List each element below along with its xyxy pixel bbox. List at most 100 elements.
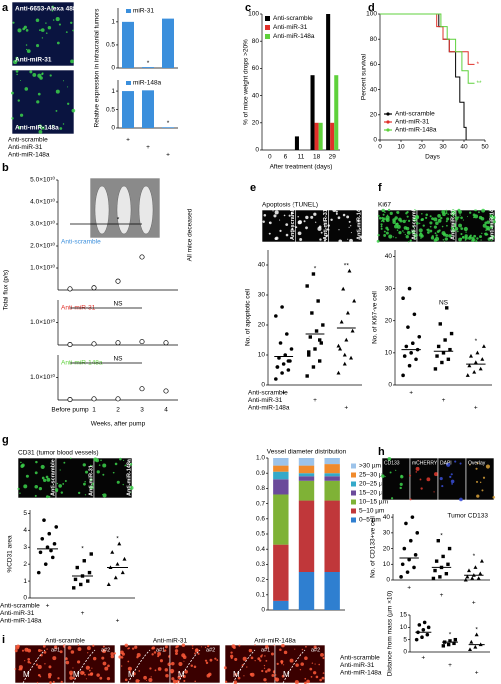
data-point bbox=[417, 623, 422, 627]
sublabel: a#1 bbox=[156, 647, 165, 653]
micrograph-speck bbox=[459, 497, 463, 502]
micrograph-speck bbox=[399, 486, 402, 490]
micrograph-speck bbox=[136, 656, 139, 659]
micrograph-speck bbox=[124, 643, 129, 648]
micrograph-speck bbox=[461, 236, 465, 239]
legend-marker bbox=[386, 112, 390, 116]
condition-label: Anti-miR-31 bbox=[340, 662, 375, 669]
micrograph-speck bbox=[445, 212, 448, 215]
micrograph-speck bbox=[214, 657, 217, 660]
micrograph-speck bbox=[377, 233, 380, 237]
micrograph-speck bbox=[442, 238, 445, 241]
micrograph-speck bbox=[39, 76, 43, 80]
micrograph-speck bbox=[194, 680, 196, 683]
micrograph-speck bbox=[489, 214, 494, 219]
significance: * bbox=[116, 536, 119, 543]
micrograph-speck bbox=[29, 662, 32, 664]
data-point bbox=[106, 582, 111, 586]
micrograph-speck bbox=[72, 667, 74, 669]
micrograph-speck bbox=[183, 660, 185, 662]
data-point bbox=[474, 632, 479, 637]
micrograph-speck bbox=[420, 487, 423, 490]
x-tick-label: 11 bbox=[298, 154, 305, 161]
legend-swatch bbox=[351, 499, 356, 505]
x-tick-label: 50 bbox=[481, 144, 489, 151]
bar-segment bbox=[324, 500, 340, 572]
micrograph-speck bbox=[38, 487, 43, 491]
y-tick-label: 0 bbox=[261, 382, 265, 389]
mass-label: M bbox=[233, 670, 240, 679]
bar-segment bbox=[273, 544, 289, 601]
bar bbox=[142, 90, 154, 128]
micrograph-speck bbox=[435, 234, 438, 237]
y-tick-label: 3.0×10¹⁰ bbox=[30, 220, 55, 228]
data-point bbox=[139, 254, 145, 260]
x-tick-label: 1 bbox=[92, 407, 96, 414]
micrograph-speck bbox=[65, 660, 70, 665]
micrograph-speck bbox=[69, 673, 73, 676]
data-point bbox=[307, 350, 311, 354]
micrograph-speck bbox=[268, 221, 270, 224]
data-point bbox=[75, 565, 79, 570]
condition-mark: + bbox=[448, 662, 452, 669]
data-point bbox=[286, 368, 291, 372]
micrograph-speck bbox=[241, 664, 244, 667]
micrograph-speck bbox=[34, 494, 37, 497]
micrograph-speck bbox=[17, 99, 20, 102]
y-tick-label: 30 bbox=[258, 292, 266, 299]
micrograph-speck bbox=[293, 225, 295, 228]
micrograph-speck bbox=[19, 80, 21, 82]
micrograph-speck bbox=[485, 464, 490, 469]
micrograph-speck bbox=[129, 462, 133, 466]
micrograph-speck bbox=[170, 671, 174, 674]
micrograph-speck bbox=[104, 666, 109, 671]
micrograph-speck bbox=[150, 676, 152, 678]
data-point bbox=[281, 362, 286, 366]
micrograph-speck bbox=[23, 484, 28, 489]
micrograph-speck bbox=[36, 681, 39, 684]
micrograph-speck bbox=[120, 665, 123, 667]
micrograph-speck bbox=[34, 471, 38, 475]
micrograph-speck bbox=[403, 226, 408, 230]
micrograph-speck bbox=[163, 649, 167, 652]
y-tick-label: 20 bbox=[370, 112, 378, 119]
micrograph-speck bbox=[459, 214, 461, 216]
micrograph-speck bbox=[69, 457, 72, 460]
micrograph-speck bbox=[338, 239, 343, 244]
micrograph-speck bbox=[402, 219, 406, 224]
data-point bbox=[91, 341, 97, 347]
micrograph-speck bbox=[48, 665, 52, 669]
micrograph-speck bbox=[23, 25, 27, 29]
y-tick-label: 0 bbox=[386, 577, 390, 584]
micrograph-speck bbox=[271, 674, 275, 677]
image-label: Overlay bbox=[468, 460, 486, 466]
micrograph-speck bbox=[486, 227, 490, 231]
data-point bbox=[473, 644, 478, 649]
micrograph-speck bbox=[53, 645, 58, 649]
micrograph-speck bbox=[304, 677, 307, 680]
mass-label: M bbox=[23, 670, 30, 679]
micrograph-speck bbox=[89, 478, 93, 482]
micrograph-speck bbox=[436, 230, 440, 234]
micrograph-speck bbox=[387, 456, 392, 461]
y-tick-label: 40 bbox=[252, 92, 260, 99]
micrograph-speck bbox=[323, 223, 325, 225]
significance: * bbox=[314, 266, 317, 273]
micrograph-speck bbox=[204, 646, 207, 649]
condition-mark: + bbox=[166, 152, 170, 159]
micrograph-speck bbox=[425, 216, 428, 219]
micrograph-speck bbox=[101, 493, 103, 495]
micrograph-speck bbox=[486, 220, 490, 224]
micrograph-speck bbox=[460, 237, 463, 240]
mass-outline bbox=[177, 649, 201, 684]
micrograph-speck bbox=[473, 234, 477, 238]
micrograph-speck bbox=[487, 237, 492, 241]
data-point bbox=[447, 546, 452, 551]
micrograph-speck bbox=[127, 666, 132, 671]
micrograph-speck bbox=[110, 652, 115, 656]
micrograph-speck bbox=[181, 653, 186, 658]
micrograph-speck bbox=[283, 644, 285, 646]
micrograph-speck bbox=[84, 481, 86, 483]
panel-label: f bbox=[378, 182, 382, 194]
y-tick-label: 0.7 bbox=[256, 500, 265, 507]
